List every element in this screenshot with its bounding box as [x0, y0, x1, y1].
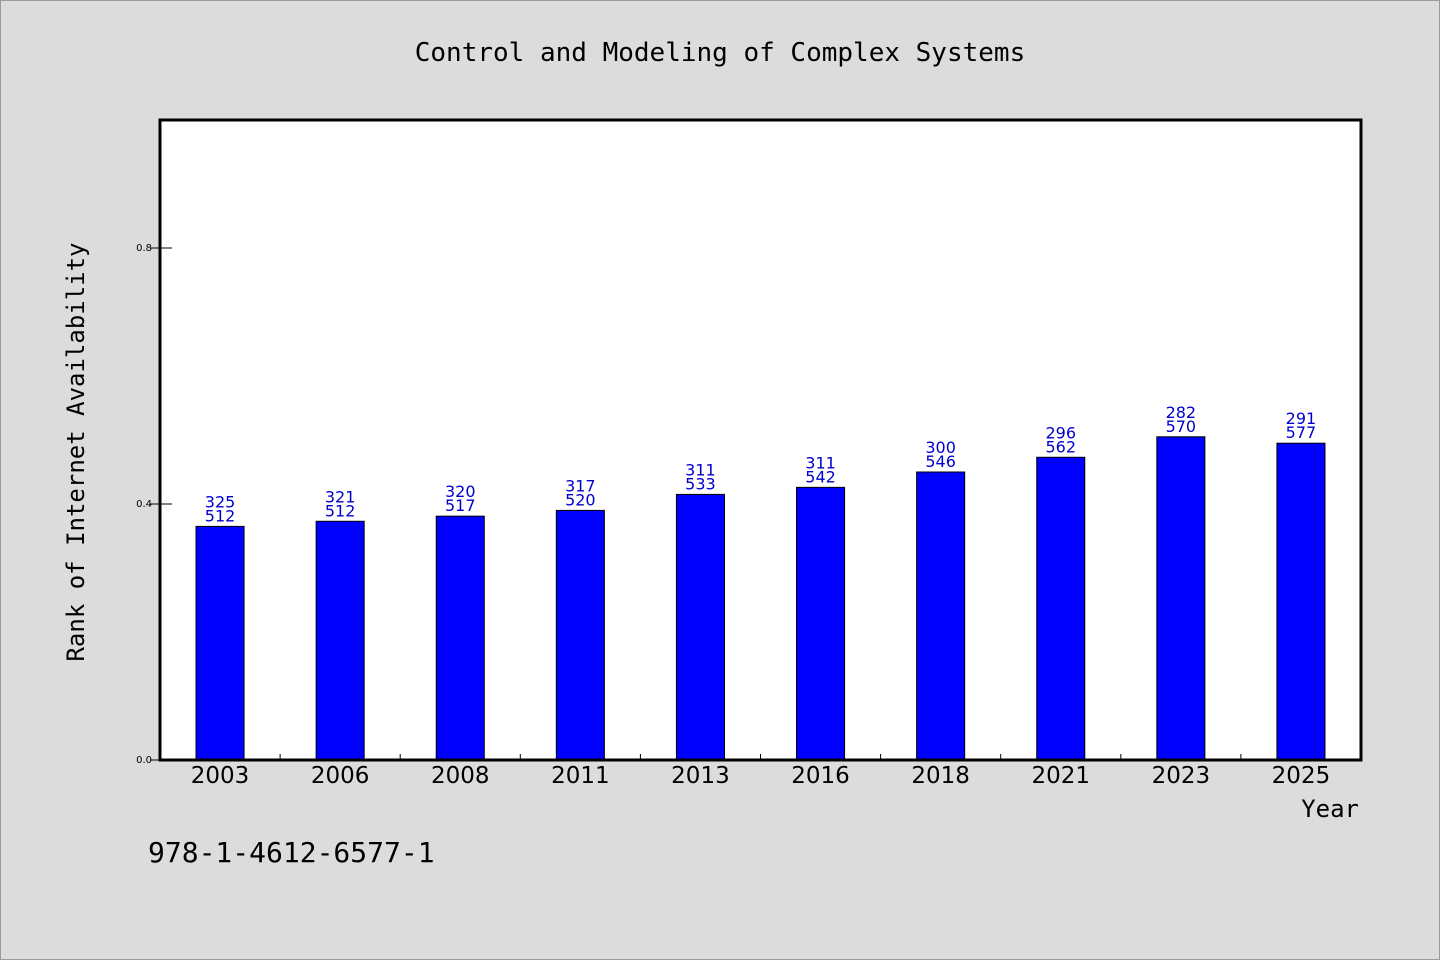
plot-frame: [158, 118, 1363, 762]
y-tick-label: 0.0: [136, 755, 152, 766]
x-axis-label: Year: [1301, 795, 1359, 823]
data-label-bottom: 546: [925, 452, 956, 471]
bar: [555, 509, 605, 761]
bar: [1156, 436, 1206, 761]
data-label-bottom: 577: [1286, 423, 1317, 442]
bar: [796, 486, 846, 761]
bar: [315, 520, 365, 761]
bar: [675, 493, 725, 761]
data-label-bottom: 512: [325, 501, 356, 520]
data-label-bottom: 542: [805, 467, 836, 486]
bar: [916, 471, 966, 761]
x-tick-label: 2003: [191, 763, 250, 789]
x-tick-label: 2025: [1272, 763, 1331, 789]
y-tick-label: 0.4: [136, 499, 152, 510]
x-tick-label: 2008: [431, 763, 490, 789]
x-tick-label: 2013: [671, 763, 730, 789]
bars-group: 3255123215123205173175203115333115423005…: [195, 403, 1326, 761]
data-label-bottom: 570: [1166, 417, 1197, 436]
bar: [1276, 442, 1326, 761]
bar: [195, 525, 245, 761]
x-tick-label: 2021: [1031, 763, 1090, 789]
data-label-top: 317: [565, 476, 596, 495]
data-label-bottom: 512: [205, 506, 236, 525]
data-label-top: 291: [1286, 409, 1317, 428]
data-label-bottom: 562: [1045, 437, 1076, 456]
x-tick-label: 2018: [911, 763, 970, 789]
data-label-top: 321: [325, 487, 356, 506]
bar: [435, 515, 485, 761]
data-label-top: 311: [805, 453, 836, 472]
y-tick-label: 0.8: [136, 243, 152, 254]
data-label-top: 296: [1045, 423, 1076, 442]
isbn-text: 978-1-4612-6577-1: [148, 836, 435, 869]
data-label-bottom: 520: [565, 490, 596, 509]
data-label-top: 282: [1166, 403, 1197, 422]
chart-title: Control and Modeling of Complex Systems: [415, 38, 1025, 68]
data-label-bottom: 533: [685, 474, 716, 493]
x-tick-label: 2016: [791, 763, 850, 789]
bar: [1036, 456, 1086, 761]
y-axis-label: Rank of Internet Availability: [62, 242, 90, 661]
x-tick-label: 2023: [1152, 763, 1211, 789]
data-label-top: 311: [685, 460, 716, 479]
data-label-top: 325: [205, 492, 236, 511]
x-tick-label: 2006: [311, 763, 370, 789]
x-tick-label: 2011: [551, 763, 610, 789]
ticks-group: 2003 2006 2008 2011 2013 2016 2018 2021 2023 2025…: [136, 243, 1330, 789]
data-label-top: 320: [445, 482, 476, 501]
data-label-bottom: 517: [445, 496, 476, 515]
data-label-top: 300: [925, 438, 956, 457]
